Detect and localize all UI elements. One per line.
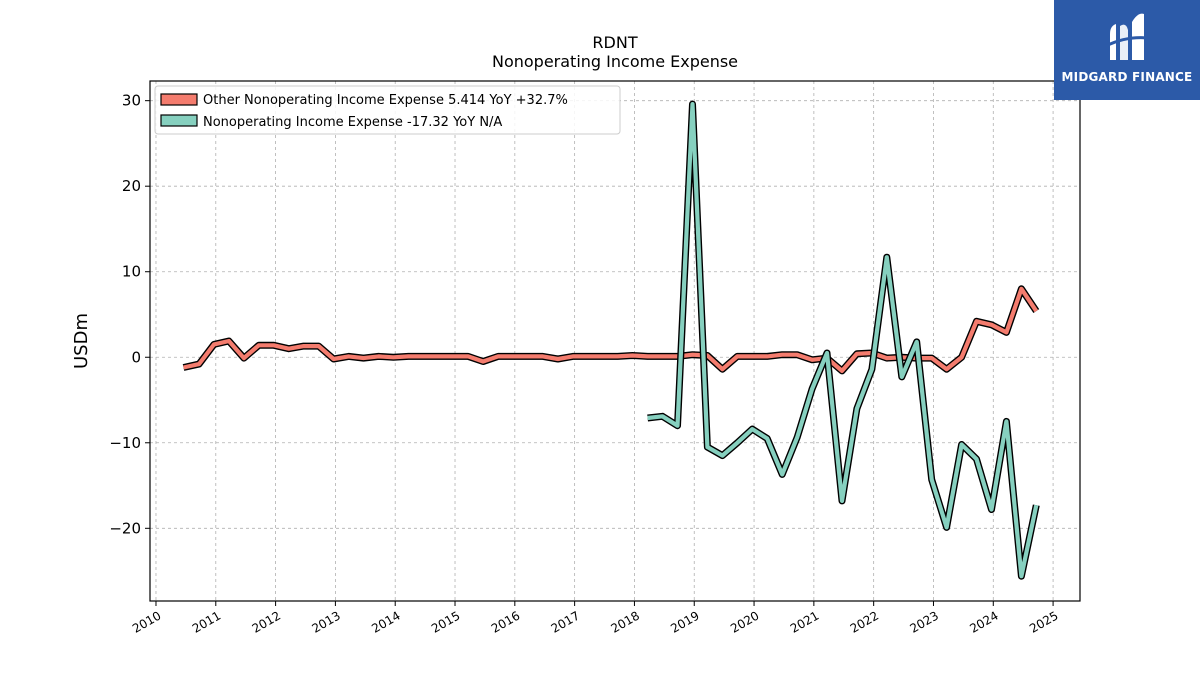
legend: Other Nonoperating Income Expense 5.414 …: [154, 85, 621, 135]
x-tick-label: 2012: [250, 608, 283, 635]
legend-label-other-nonoperating: Other Nonoperating Income Expense 5.414 …: [203, 93, 568, 108]
axes-frame: [149, 80, 1081, 602]
x-tick-label: 2014: [369, 608, 402, 635]
y-tick-label: −10: [109, 434, 141, 452]
y-tick-label: −20: [109, 519, 141, 537]
legend-swatch-other-nonoperating: [160, 93, 198, 106]
y-tick-label: 0: [131, 348, 141, 366]
series-layer: [182, 100, 1040, 580]
midgard-m-logo-icon: [1105, 13, 1149, 61]
y-tick-label: 10: [122, 263, 141, 281]
brand-logo: MIDGARD FINANCE: [1054, 0, 1200, 100]
brand-name: MIDGARD FINANCE: [1061, 70, 1193, 84]
x-tick-label: 2025: [1027, 608, 1060, 635]
x-tick-label: 2011: [190, 608, 223, 635]
x-tick-label: 2017: [549, 608, 582, 635]
x-tick-label: 2019: [668, 608, 701, 635]
chart-subtitle: Nonoperating Income Expense: [492, 52, 738, 71]
chart-title: RDNT: [592, 33, 637, 52]
x-tick-label: 2013: [309, 608, 342, 635]
y-tick-label: 20: [122, 177, 141, 195]
grid: [150, 81, 1080, 601]
legend-swatch-nonoperating: [160, 114, 198, 127]
series-line-0: [183, 286, 1039, 373]
x-tick-label: 2018: [608, 608, 641, 635]
y-axis-label: USDm: [71, 313, 92, 369]
x-tick-label: 2015: [429, 608, 462, 635]
x-tick-label: 2024: [967, 608, 1000, 635]
y-tick-label: 30: [122, 92, 141, 110]
x-tick-label: 2022: [848, 608, 881, 635]
series-outline-1: [647, 100, 1040, 580]
x-tick-label: 2016: [489, 608, 522, 635]
legend-label-nonoperating: Nonoperating Income Expense -17.32 YoY N…: [203, 115, 502, 130]
x-tick-label: 2020: [728, 608, 761, 635]
x-tick-label: 2023: [908, 608, 941, 635]
x-tick-label: 2021: [788, 608, 821, 635]
x-tick-label: 2010: [130, 608, 163, 635]
series-line-1: [647, 102, 1039, 579]
